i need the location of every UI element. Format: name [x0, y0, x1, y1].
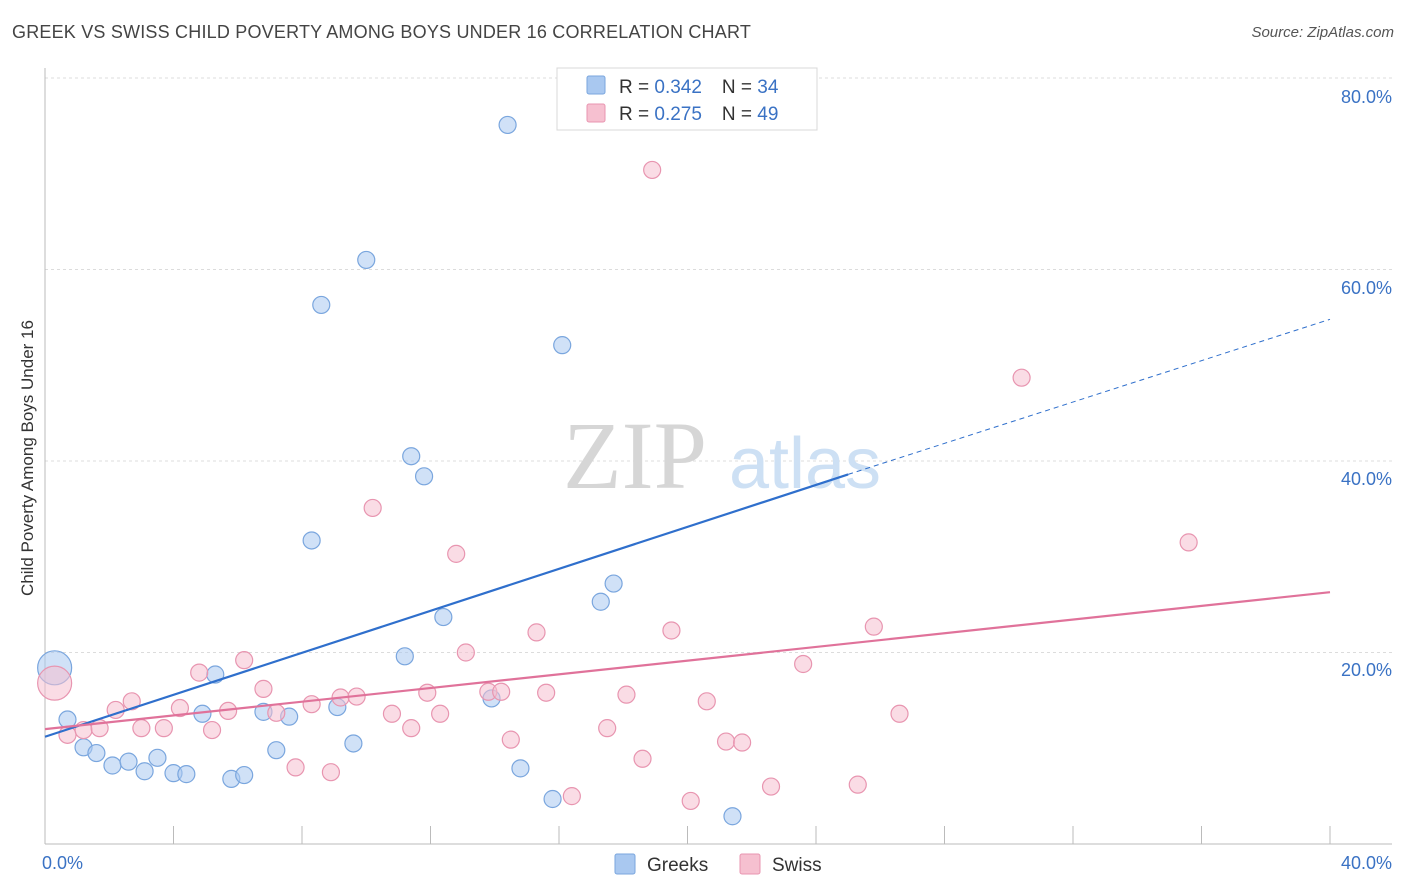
point-swiss-47 [1012, 368, 1031, 387]
point-greeks-20 [344, 734, 363, 753]
point-swiss-10 [202, 720, 222, 740]
point-greeks-17 [302, 531, 321, 550]
legend-greeks-r-value: 0.342 [654, 77, 702, 98]
point-swiss-28 [492, 682, 511, 701]
point-swiss-37 [662, 621, 681, 640]
legend-top: R = 0.342 N = 34 R = 0.275 N = 49 [556, 67, 818, 131]
point-greeks-13 [235, 765, 254, 785]
point-swiss-15 [286, 758, 305, 777]
watermark-atlas: atlas [729, 424, 881, 504]
point-swiss-30 [527, 623, 546, 642]
point-swiss-0 [37, 665, 73, 701]
legend-swatch-swiss [586, 103, 606, 123]
x-tick-label-min: 0.0% [42, 853, 83, 873]
point-swiss-39 [697, 692, 716, 711]
point-swiss-13 [254, 679, 273, 698]
point-swiss-40 [716, 732, 736, 751]
legend-bottom-swatch-swiss [739, 853, 761, 875]
point-swiss-42 [761, 777, 781, 796]
point-greeks-4 [103, 756, 122, 775]
point-swiss-43 [794, 654, 813, 674]
grid-layer [45, 77, 1392, 653]
x-tick-label-max: 40.0% [1341, 853, 1392, 873]
point-greeks-32 [604, 574, 623, 593]
point-greeks-27 [498, 115, 517, 135]
point-swiss-26 [456, 643, 475, 662]
point-swiss-25 [447, 544, 466, 563]
legend-greeks-r-label: R = [619, 77, 654, 98]
legend-swiss-n-value: 49 [757, 104, 778, 125]
trend-layer [44, 318, 1331, 738]
point-greeks-3 [87, 743, 106, 763]
trend-line-greeks-extension [847, 318, 1331, 475]
point-greeks-23 [402, 447, 421, 466]
point-swiss-21 [382, 704, 402, 723]
point-swiss-7 [154, 719, 173, 738]
point-greeks-33 [723, 807, 742, 826]
point-greeks-30 [553, 336, 572, 355]
point-swiss-38 [681, 791, 700, 811]
point-swiss-34 [617, 685, 636, 704]
point-swiss-5 [122, 692, 141, 711]
point-swiss-35 [633, 749, 652, 768]
point-greeks-15 [267, 741, 286, 760]
legend-bottom: Greeks Swiss [614, 853, 822, 876]
point-swiss-9 [190, 663, 209, 682]
point-swiss-17 [321, 763, 341, 782]
source-label: Source: ZipAtlas.com [1251, 24, 1394, 41]
legend-swiss-r-label: R = [619, 104, 654, 125]
point-swiss-24 [431, 704, 450, 723]
point-greeks-22 [395, 647, 414, 666]
watermark: ZIP atlas [563, 402, 881, 509]
point-swiss-41 [733, 733, 752, 752]
watermark-zip: ZIP [563, 402, 707, 509]
point-swiss-16 [302, 695, 321, 714]
point-greeks-5 [119, 752, 138, 771]
chart-title: GREEK VS SWISS CHILD POVERTY AMONG BOYS … [12, 22, 752, 42]
y-tick-label-60: 60.0% [1341, 278, 1392, 298]
legend-greeks-n-label: N = [722, 77, 757, 98]
legend-swiss-n-label: N = [722, 104, 757, 125]
trend-line-swiss [44, 591, 1331, 731]
legend-bottom-swatch-greeks [614, 853, 636, 875]
point-swiss-32 [562, 787, 581, 806]
point-swiss-31 [537, 683, 556, 702]
point-greeks-29 [543, 789, 562, 809]
point-greeks-6 [135, 762, 154, 781]
point-greeks-24 [414, 467, 434, 486]
point-greeks-28 [511, 759, 530, 778]
point-swiss-20 [363, 498, 382, 518]
point-swiss-44 [848, 775, 867, 794]
point-swiss-29 [501, 730, 520, 749]
point-greeks-9 [177, 765, 196, 784]
point-swiss-33 [598, 719, 617, 738]
y-tick-label-40: 40.0% [1341, 469, 1392, 489]
axis-layer [44, 68, 1392, 845]
point-greeks-18 [312, 295, 331, 315]
legend-swiss-r-value: 0.275 [654, 104, 702, 125]
point-swiss-14 [267, 703, 286, 722]
point-swiss-22 [402, 719, 421, 738]
legend-bottom-label-greeks: Greeks [647, 855, 708, 876]
point-swiss-45 [864, 617, 883, 636]
point-swiss-12 [235, 651, 254, 670]
point-greeks-7 [148, 748, 167, 767]
trend-line-greeks [44, 473, 849, 738]
point-swiss-8 [170, 698, 190, 718]
legend-swatch-greeks [586, 75, 606, 95]
point-swiss-36 [643, 160, 662, 180]
y-tick-label-20: 20.0% [1341, 660, 1392, 680]
y-tick-label-80: 80.0% [1341, 87, 1392, 107]
point-greeks-21 [357, 250, 376, 270]
legend-greeks-n-value: 34 [757, 77, 779, 98]
point-swiss-46 [890, 704, 909, 723]
legend-bottom-label-swiss: Swiss [772, 855, 822, 876]
point-greeks-25 [434, 607, 453, 627]
point-greeks-31 [591, 592, 610, 611]
point-swiss-6 [132, 719, 151, 738]
point-swiss-48 [1179, 533, 1198, 552]
